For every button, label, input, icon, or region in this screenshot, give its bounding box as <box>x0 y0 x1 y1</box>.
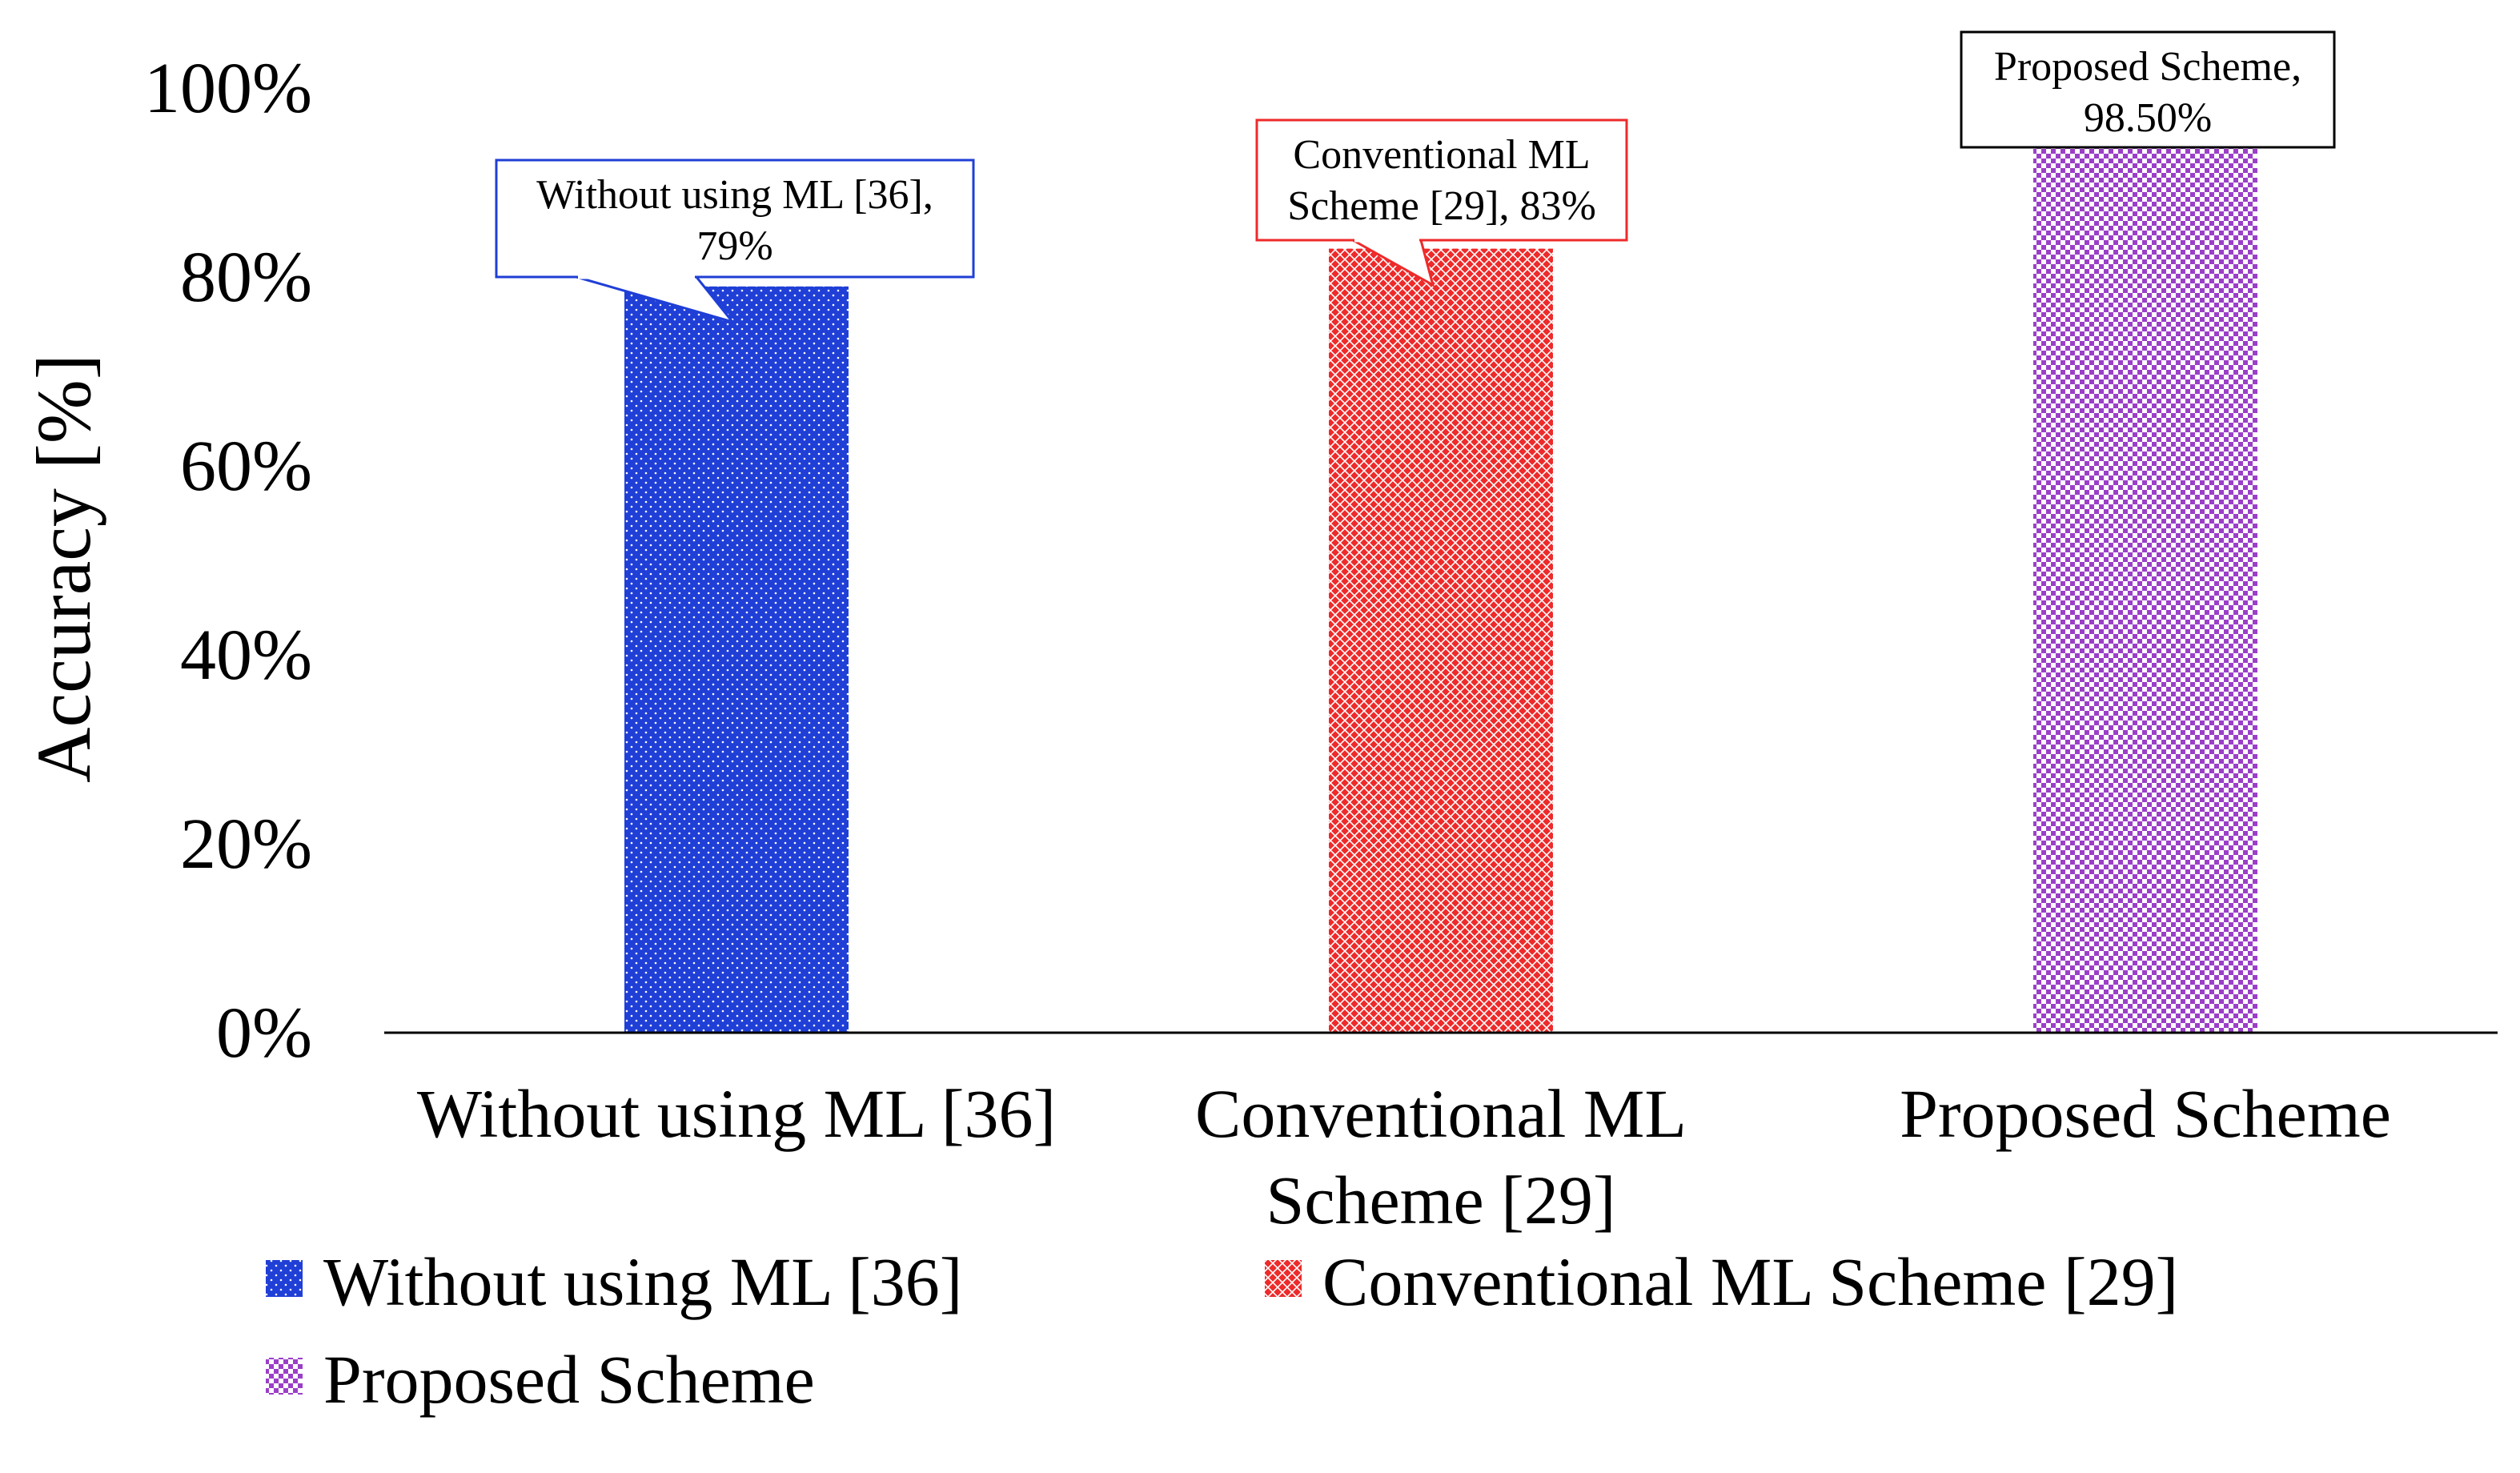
y-axis: 0% 20% 40% 60% 80% 100% Accuracy [%] <box>21 49 312 1073</box>
y-tick-label: 80% <box>180 238 312 317</box>
data-callout-3: Proposed Scheme, 98.50% <box>1960 30 2336 149</box>
data-callout-1: Without using ML [36], 79% <box>495 159 975 324</box>
legend-swatch <box>1265 1260 1302 1297</box>
x-category-label: Without using ML [36] <box>417 1075 1056 1152</box>
y-tick-label: 20% <box>180 805 312 884</box>
x-category-label: Conventional ML Scheme [29] <box>1195 1075 1687 1238</box>
legend-item: Conventional ML Scheme [29] <box>1265 1243 2178 1320</box>
legend-item: Without using ML [36] <box>266 1243 962 1320</box>
data-callouts: Without using ML [36], 79% Conventional ML… <box>495 30 2336 324</box>
callout-box <box>1255 118 1628 242</box>
x-axis: Without using ML [36] Conventional ML Sche… <box>384 1031 2498 1238</box>
bars <box>624 102 2257 1034</box>
callout-box <box>495 159 975 279</box>
legend-item: Proposed Scheme <box>266 1341 815 1418</box>
data-callout-2: Conventional ML Scheme [29], 83% <box>1255 118 1628 288</box>
y-tick-label: 60% <box>180 427 312 506</box>
data-label: Proposed Scheme, 98.50% <box>1994 44 2301 141</box>
x-category-label: Proposed Scheme <box>1900 1075 2391 1152</box>
legend-label: Without using ML [36] <box>323 1243 962 1320</box>
bar-2 <box>1329 248 1553 1034</box>
legend-swatch <box>266 1260 303 1297</box>
y-tick-label: 0% <box>216 993 312 1073</box>
y-tick-label: 100% <box>144 49 312 128</box>
y-axis-title: Accuracy [%] <box>21 354 106 783</box>
legend: Without using ML [36] Conventional ML Sch… <box>266 1243 2178 1418</box>
bar-3 <box>2033 102 2257 1034</box>
data-label: Without using ML [36], 79% <box>536 172 933 269</box>
callout-box <box>1960 30 2336 149</box>
bar-1 <box>624 286 849 1033</box>
legend-label: Conventional ML Scheme [29] <box>1322 1243 2178 1320</box>
y-tick-label: 40% <box>180 616 312 695</box>
legend-label: Proposed Scheme <box>323 1341 815 1418</box>
legend-swatch <box>266 1358 303 1395</box>
data-label: Conventional ML Scheme [29], 83% <box>1287 132 1596 229</box>
